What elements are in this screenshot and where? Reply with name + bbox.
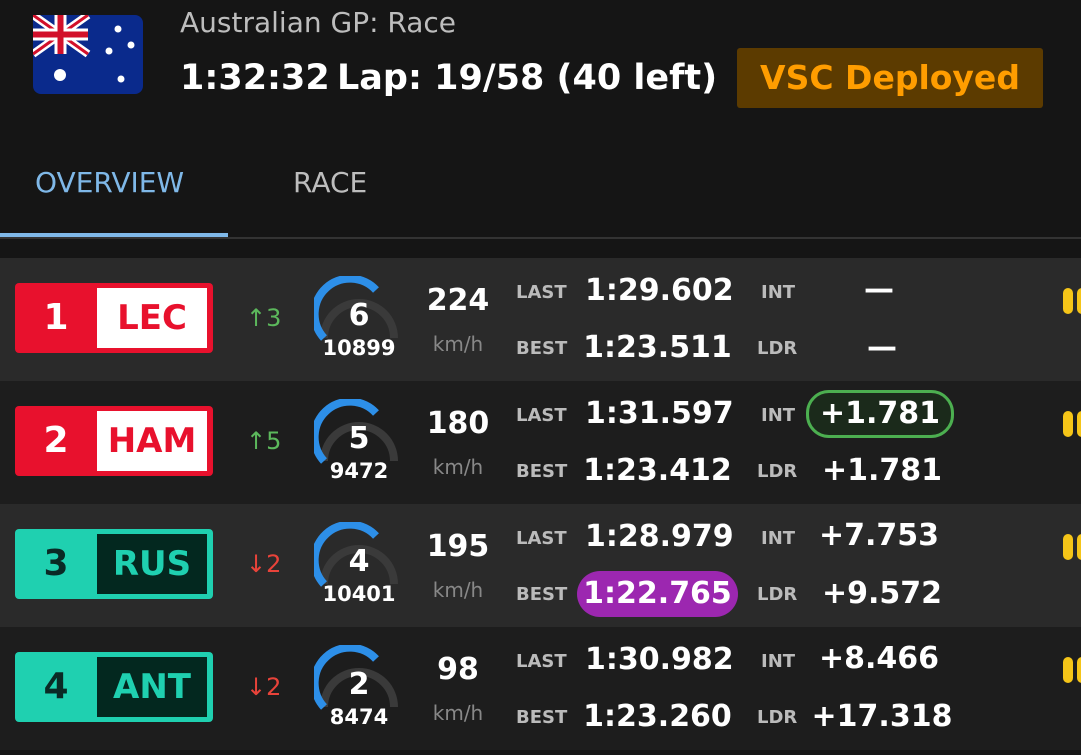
race-clock: 1:32:32 (180, 58, 330, 98)
gauge (314, 645, 398, 710)
label: LAST (516, 651, 567, 672)
speed: 98 (437, 652, 479, 687)
label: BEST (516, 338, 568, 359)
gear: 5 (348, 421, 370, 456)
best-lap: 1:23.260 (583, 699, 732, 734)
rpm: 9472 (329, 459, 389, 483)
interval: +7.753 (818, 518, 940, 553)
driver-row[interactable]: 3 RUS ↓2 4 10401 195 km/h LAST BEST 1:28.979 1:22.… (0, 504, 1081, 627)
driver-row[interactable]: 4 ANT ↓2 2 8474 98 km/h LAST BEST 1:30.982 1:23.26… (0, 627, 1081, 750)
tyre-indicator (1077, 534, 1081, 560)
gear: 4 (348, 544, 370, 579)
flag (33, 15, 143, 94)
driver-row[interactable]: 1 LEC ↑3 6 10899 224 km/h LAST BEST 1:29.602 1:23.… (0, 258, 1081, 381)
label: LDR (757, 338, 798, 359)
speed-unit: km/h (432, 701, 484, 725)
position-change: ↑5 (246, 427, 282, 455)
position-box: 4 ANT (15, 652, 213, 722)
position: 1 (43, 297, 69, 338)
label: INT (761, 405, 796, 426)
rpm: 8474 (329, 705, 389, 729)
best-lap: 1:22.765 (577, 571, 738, 617)
status-badge: VSC Deployed (737, 48, 1043, 108)
leader-gap: +9.572 (821, 576, 943, 611)
position-change: ↓2 (246, 673, 282, 701)
interval: — (864, 272, 894, 307)
speed-unit: km/h (432, 332, 484, 356)
label: INT (761, 651, 796, 672)
position-box: 3 RUS (15, 529, 213, 599)
label: LDR (757, 584, 798, 605)
leader-gap: +17.318 (811, 699, 953, 734)
tab[interactable]: RACE (293, 166, 368, 199)
position-change: ↑3 (246, 304, 282, 332)
driver-code: HAM (97, 411, 207, 471)
tab[interactable]: OVERVIEW (35, 166, 185, 199)
label: BEST (516, 461, 568, 482)
tyre-indicator (1077, 657, 1081, 683)
interval: +8.466 (818, 641, 940, 676)
tab-indicator (0, 233, 228, 237)
label: BEST (516, 584, 568, 605)
position-change: ↓2 (246, 550, 282, 578)
position-box: 1 LEC (15, 283, 213, 353)
speed-unit: km/h (432, 455, 484, 479)
speed: 180 (426, 406, 490, 441)
label: INT (761, 282, 796, 303)
label: LAST (516, 405, 567, 426)
gauge (314, 399, 398, 464)
leader-gap: — (867, 330, 897, 365)
tyre-indicator (1063, 534, 1073, 560)
label: INT (761, 528, 796, 549)
interval: +1.781 (806, 390, 954, 438)
best-lap: 1:23.511 (583, 330, 732, 365)
gear: 6 (348, 298, 370, 333)
last-lap: 1:31.597 (585, 396, 734, 431)
label: LAST (516, 528, 567, 549)
last-lap: 1:28.979 (585, 519, 734, 554)
driver-code: RUS (97, 534, 207, 594)
driver-code: ANT (97, 657, 207, 717)
position: 4 (43, 666, 69, 707)
position: 3 (43, 543, 69, 584)
speed: 224 (426, 283, 490, 318)
tyre-indicator (1063, 288, 1073, 314)
tyre-indicator (1077, 411, 1081, 437)
last-lap: 1:30.982 (585, 642, 734, 677)
race-title: Australian GP: Race (180, 6, 457, 39)
tyre-indicator (1077, 288, 1081, 314)
divider (0, 237, 1081, 239)
tyre-indicator (1063, 657, 1073, 683)
gauge (314, 522, 398, 587)
speed: 195 (426, 529, 490, 564)
lap-info: Lap: 19/58 (40 left) (337, 58, 718, 98)
label: LAST (516, 282, 567, 303)
driver-row[interactable]: 2 HAM ↑5 5 9472 180 km/h LAST BEST 1:31.597 1:23.4… (0, 381, 1081, 504)
best-lap: 1:23.412 (583, 453, 732, 488)
rpm: 10401 (322, 582, 396, 606)
leader-gap: +1.781 (821, 453, 943, 488)
speed-unit: km/h (432, 578, 484, 602)
position-box: 2 HAM (15, 406, 213, 476)
tyre-indicator (1063, 411, 1073, 437)
gear: 2 (348, 667, 370, 702)
last-lap: 1:29.602 (585, 273, 734, 308)
rpm: 10899 (322, 336, 396, 360)
position: 2 (43, 420, 69, 461)
label: LDR (757, 707, 798, 728)
driver-code: LEC (97, 288, 207, 348)
label: BEST (516, 707, 568, 728)
gauge (314, 276, 398, 341)
label: LDR (757, 461, 798, 482)
